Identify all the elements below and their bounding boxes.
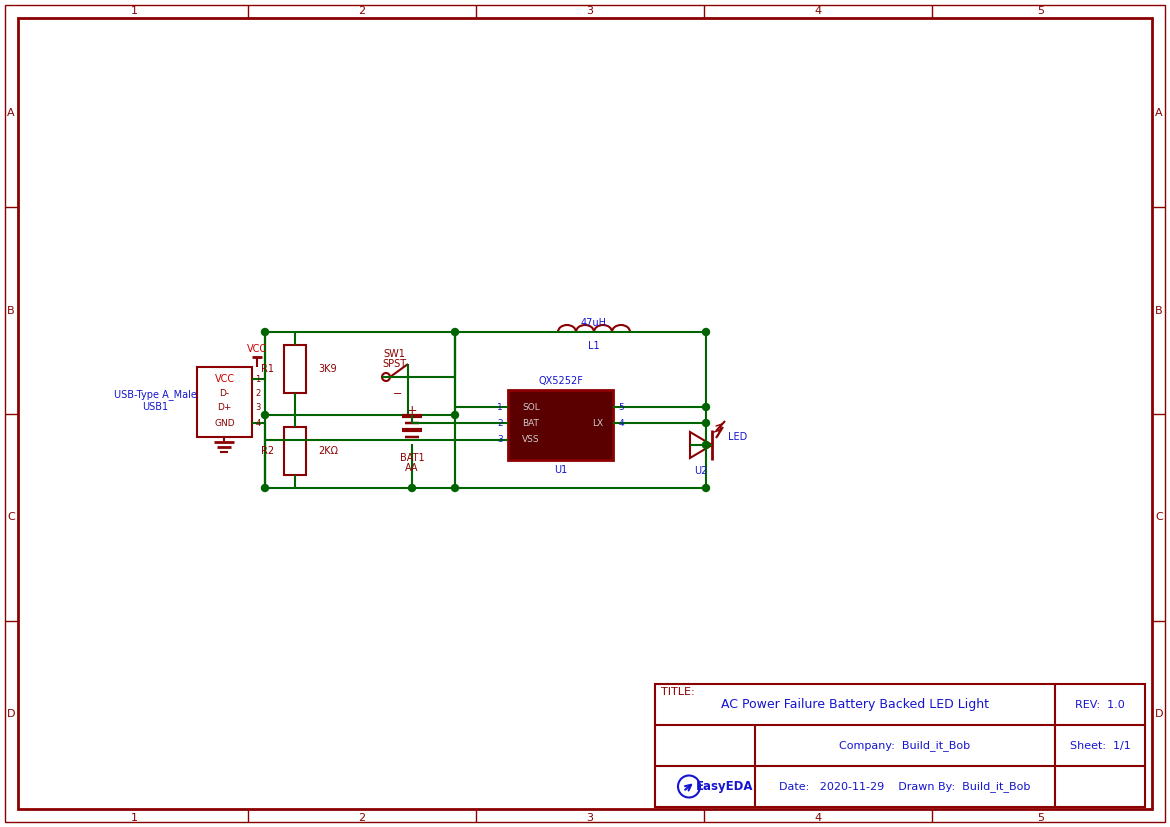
- Text: USB1: USB1: [142, 402, 168, 412]
- Text: 2: 2: [358, 813, 365, 823]
- Circle shape: [408, 485, 415, 491]
- Text: BAT1: BAT1: [400, 453, 425, 463]
- Circle shape: [452, 412, 459, 418]
- Text: 4: 4: [255, 418, 261, 428]
- Text: D+: D+: [218, 404, 232, 413]
- Circle shape: [702, 328, 709, 336]
- Text: USB-Type A_Male: USB-Type A_Male: [113, 390, 197, 400]
- Text: 5: 5: [1038, 6, 1045, 16]
- Text: 47uH: 47uH: [581, 318, 607, 328]
- Text: SW1: SW1: [383, 349, 405, 359]
- Text: VCC: VCC: [247, 344, 267, 354]
- Text: 2: 2: [358, 6, 365, 16]
- Text: 5: 5: [1038, 813, 1045, 823]
- Bar: [284, 427, 307, 475]
- Text: 3K9: 3K9: [318, 364, 337, 374]
- Text: 5: 5: [618, 403, 624, 412]
- Circle shape: [702, 404, 709, 410]
- Text: BAT: BAT: [522, 418, 539, 428]
- Text: Sheet:  1/1: Sheet: 1/1: [1069, 740, 1130, 750]
- Circle shape: [262, 328, 268, 336]
- Text: LX: LX: [592, 418, 603, 428]
- Text: 4: 4: [618, 418, 624, 428]
- Text: D-: D-: [220, 390, 229, 399]
- Circle shape: [702, 442, 709, 448]
- Circle shape: [452, 485, 459, 491]
- Text: AC Power Failure Battery Backed LED Light: AC Power Failure Battery Backed LED Ligh…: [721, 698, 989, 711]
- Text: 2: 2: [497, 418, 503, 428]
- Text: 2KΩ: 2KΩ: [318, 446, 338, 456]
- Text: 1: 1: [497, 403, 503, 412]
- Text: D: D: [1155, 709, 1163, 719]
- Text: VCC: VCC: [214, 374, 234, 384]
- Text: SPST: SPST: [381, 359, 406, 369]
- Text: 1: 1: [131, 813, 138, 823]
- Text: Company:  Build_it_Bob: Company: Build_it_Bob: [839, 740, 971, 751]
- Bar: [508, 390, 613, 460]
- Text: −: −: [393, 389, 402, 399]
- Text: QX5252F: QX5252F: [538, 376, 583, 386]
- Text: VSS: VSS: [522, 436, 539, 444]
- Text: 4: 4: [814, 6, 821, 16]
- Text: 3: 3: [586, 813, 593, 823]
- Text: EasyEDA: EasyEDA: [696, 780, 753, 793]
- Text: LED: LED: [728, 432, 748, 442]
- Circle shape: [452, 328, 459, 336]
- Circle shape: [262, 485, 268, 491]
- Text: A: A: [7, 108, 15, 118]
- Circle shape: [262, 412, 268, 418]
- Text: L1: L1: [589, 341, 600, 351]
- Text: R1: R1: [261, 364, 274, 374]
- Text: U1: U1: [553, 465, 567, 475]
- Text: 1: 1: [255, 375, 261, 384]
- Text: GND: GND: [214, 418, 235, 428]
- Text: C: C: [7, 513, 15, 523]
- Text: Date:   2020-11-29    Drawn By:  Build_it_Bob: Date: 2020-11-29 Drawn By: Build_it_Bob: [779, 781, 1031, 792]
- Text: D: D: [7, 709, 15, 719]
- Text: C: C: [1155, 513, 1163, 523]
- Text: 3: 3: [586, 6, 593, 16]
- Text: 2: 2: [255, 390, 261, 399]
- Text: REV:  1.0: REV: 1.0: [1075, 700, 1124, 710]
- Text: 1: 1: [131, 6, 138, 16]
- Text: AA: AA: [405, 463, 419, 473]
- Text: 3: 3: [255, 404, 261, 413]
- Text: SOL: SOL: [522, 403, 539, 412]
- Text: TITLE:: TITLE:: [661, 687, 695, 697]
- Text: 4: 4: [814, 813, 821, 823]
- Bar: [197, 367, 252, 437]
- Circle shape: [702, 485, 709, 491]
- Bar: [284, 345, 307, 393]
- Bar: [655, 684, 1145, 807]
- Text: A: A: [1155, 108, 1163, 118]
- Text: B: B: [1155, 305, 1163, 315]
- Text: R2: R2: [261, 446, 274, 456]
- Text: +: +: [407, 404, 418, 417]
- Circle shape: [702, 419, 709, 427]
- Text: U2: U2: [694, 466, 708, 476]
- Text: 3: 3: [497, 436, 503, 444]
- Text: B: B: [7, 305, 15, 315]
